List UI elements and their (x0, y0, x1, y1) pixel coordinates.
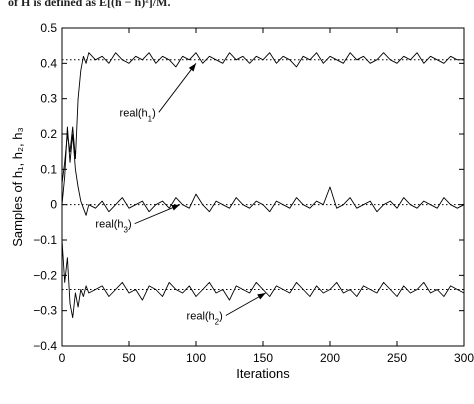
series-line-3 (61, 239, 465, 319)
plot-area-frame (61, 27, 465, 347)
series-line-1 (61, 52, 464, 184)
y-tick-label: 0 (50, 198, 57, 212)
x-tick-label: 150 (253, 351, 273, 365)
y-tick-label: −0.1 (33, 233, 57, 247)
y-tick-label: −0.2 (33, 268, 57, 282)
x-tick-label: 200 (320, 351, 340, 365)
x-tick-label: 250 (387, 351, 407, 365)
annotation-label-2: real(h3) (95, 219, 131, 235)
y-tick-label: 0.5 (40, 21, 57, 35)
series-line-2 (61, 126, 465, 216)
annotation-arrow-1 (158, 63, 197, 113)
annotation-arrowhead-1 (188, 63, 196, 72)
annotation-label-1: real(h1) (120, 107, 156, 123)
annotation-arrowhead-3 (257, 293, 266, 300)
annotation-label-3: real(h2) (187, 311, 223, 327)
y-tick-label: 0.4 (40, 56, 57, 70)
series-layer (61, 52, 465, 319)
x-tick-label: 0 (59, 351, 66, 365)
y-tick-label: 0.2 (40, 127, 57, 141)
caption-fragment: of H is defined as E[(h − h̄)²]/M. (8, 0, 171, 9)
y-tick-label: 0.1 (40, 162, 57, 176)
annotations-layer: real(h1) real(h3) real(h2) (95, 63, 266, 327)
reference-lines (62, 59, 464, 290)
annotation-arrowhead-2 (171, 204, 180, 211)
ticks-layer: 0 50 100 150 200 250 300 −0.4 −0.3 −0.2 −0.1 0 0.1 0.… (33, 21, 474, 365)
y-tick-label: −0.3 (33, 304, 57, 318)
x-tick-label: 50 (122, 351, 136, 365)
y-axis-label: Samples of h₁, h₂, h₃ (10, 127, 25, 247)
x-axis-label: Iterations (236, 366, 290, 381)
y-tick-label: 0.3 (40, 92, 57, 106)
annotation-arrow-2 (134, 204, 181, 225)
x-tick-label: 300 (454, 351, 474, 365)
y-tick-label: −0.4 (33, 339, 57, 353)
x-tick-label: 100 (186, 351, 206, 365)
